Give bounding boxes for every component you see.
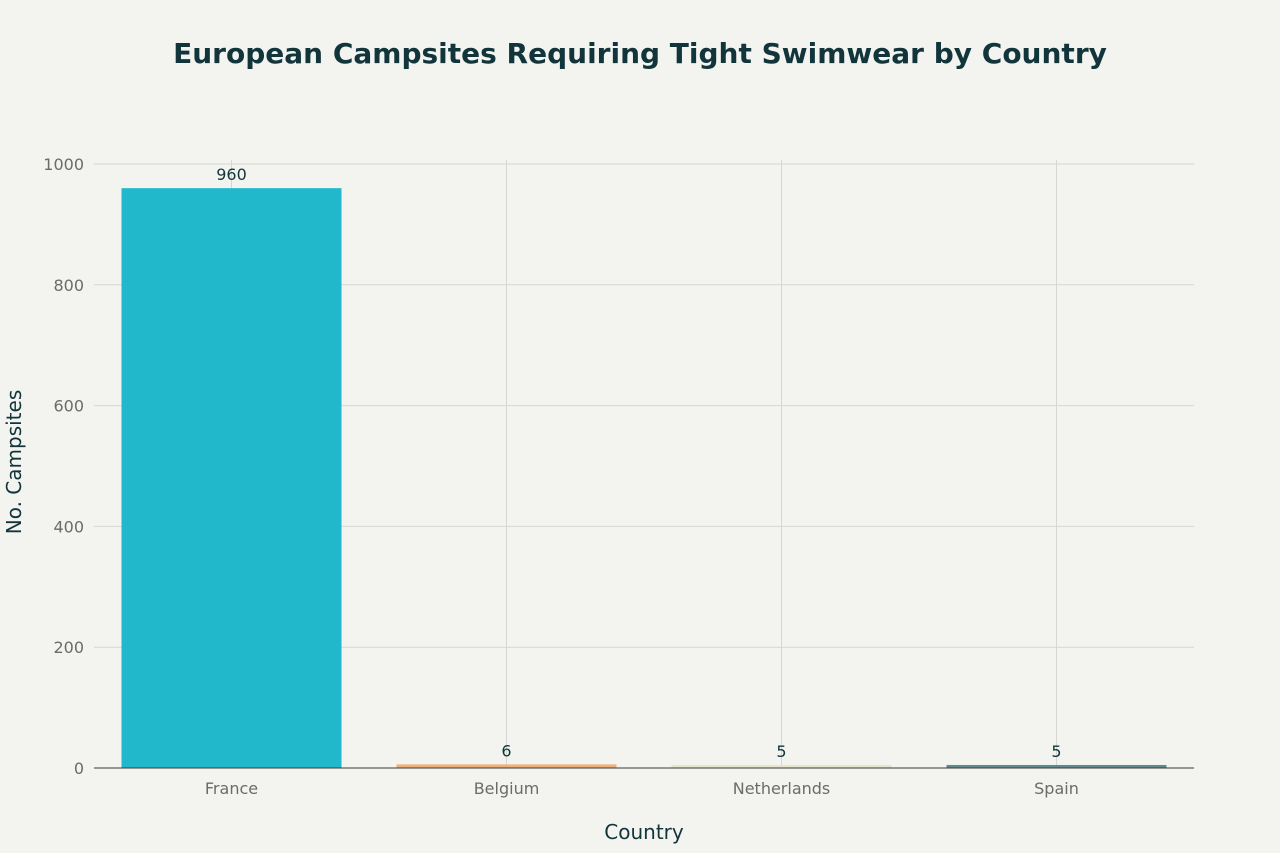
bars — [121, 188, 1167, 768]
data-label-belgium: 6 — [501, 741, 511, 760]
labels: 0 200 400 600 800 1000 960 France 6 Belgium 5 Nethe… — [43, 155, 1079, 798]
data-label-france: 960 — [216, 165, 247, 184]
y-tick-label: 0 — [74, 759, 84, 778]
x-tick-label: Spain — [1034, 779, 1079, 798]
x-axis-title: Country — [604, 820, 684, 844]
data-label-spain: 5 — [1051, 742, 1061, 761]
y-tick-label: 400 — [53, 517, 84, 536]
x-tick-label: Belgium — [474, 779, 540, 798]
y-axis-title: No. Campsites — [2, 390, 26, 535]
x-tick-label: Netherlands — [733, 779, 831, 798]
bar-netherlands — [671, 764, 892, 768]
bar-spain — [946, 764, 1167, 768]
x-tick-label: France — [205, 779, 258, 798]
y-tick-label: 1000 — [43, 155, 84, 174]
y-tick-label: 600 — [53, 397, 84, 416]
y-tick-label: 200 — [53, 638, 84, 657]
bar-belgium — [396, 764, 617, 768]
data-label-netherlands: 5 — [776, 742, 786, 761]
chart-title: European Campsites Requiring Tight Swimw… — [173, 37, 1107, 70]
y-tick-label: 800 — [53, 276, 84, 295]
bar-france — [121, 188, 342, 768]
